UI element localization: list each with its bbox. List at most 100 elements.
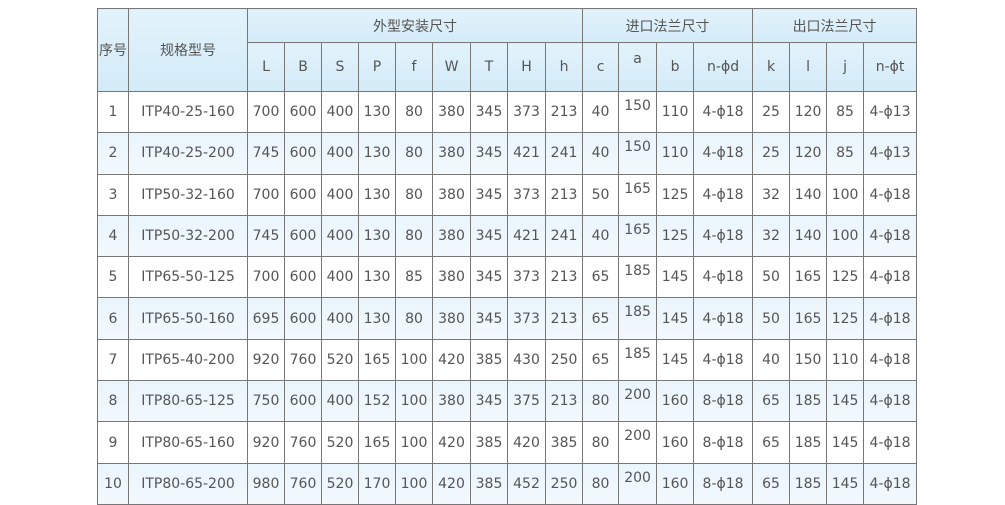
value-cell: 213 (544, 90, 584, 134)
value-cell: 380 (432, 132, 471, 175)
value-cell: 241 (544, 214, 584, 258)
value-cell: 130 (358, 256, 396, 299)
value-cell: 600 (284, 132, 322, 175)
row-index: 9 (97, 421, 129, 464)
value-cell: 120 (789, 132, 828, 175)
table-row: 6 ITP65-50-160 695 600 400 130 80 380 345 373 213 6… (97, 297, 918, 340)
value-cell: 8-ϕ18 (693, 421, 754, 464)
value-cell: 695 (247, 297, 285, 340)
value-cell: 170 (358, 462, 396, 505)
value-cell: 110 (826, 338, 865, 382)
value-cell: 4-ϕ18 (863, 297, 918, 340)
table-row: 7 ITP65-40-200 920 760 520 165 100 420 385 430 250… (97, 338, 918, 382)
value-cell: 760 (284, 421, 322, 464)
model-cell: ITP65-40-200 (128, 338, 248, 382)
value-cell: 4-ϕ18 (693, 214, 754, 258)
value-cell: 345 (470, 214, 508, 258)
value-cell: 4-ϕ13 (863, 132, 918, 175)
row-index: 5 (97, 256, 129, 299)
row-index: 1 (97, 90, 129, 134)
value-cell: 345 (470, 173, 508, 216)
table-row: 10 ITP80-65-200 980 760 520 170 100 420 385 452 25… (97, 462, 918, 505)
value-cell: 400 (321, 132, 359, 175)
column-header: B (284, 42, 322, 92)
value-cell: 385 (470, 421, 508, 464)
value-cell: 100 (395, 421, 433, 464)
value-cell: 345 (470, 380, 508, 423)
value-cell: 165 (618, 214, 658, 258)
value-cell: 8-ϕ18 (693, 462, 754, 505)
row-index: 2 (97, 132, 129, 175)
value-cell: 373 (507, 90, 546, 134)
value-cell: 420 (432, 421, 471, 464)
value-cell: 250 (544, 338, 584, 382)
value-cell: 130 (358, 214, 396, 258)
value-cell: 65 (582, 338, 620, 382)
value-cell: 80 (395, 173, 433, 216)
row-index: 3 (97, 173, 129, 216)
value-cell: 4-ϕ18 (863, 421, 918, 464)
value-cell: 4-ϕ18 (863, 462, 918, 505)
value-cell: 520 (321, 462, 359, 505)
model-cell: ITP50-32-160 (128, 173, 248, 216)
table-row: 8 ITP80-65-125 750 600 400 152 100 380 345 375 213… (97, 380, 918, 423)
value-cell: 452 (507, 462, 546, 505)
value-cell: 200 (618, 421, 658, 464)
value-cell: 380 (432, 214, 471, 258)
column-header: n-ϕt (863, 42, 918, 92)
value-cell: 65 (582, 256, 620, 299)
value-cell: 40 (582, 132, 620, 175)
value-cell: 185 (618, 256, 658, 299)
value-cell: 345 (470, 256, 508, 299)
column-header: h (544, 42, 584, 92)
value-cell: 50 (752, 297, 791, 340)
value-cell: 110 (656, 132, 695, 175)
value-cell: 145 (826, 421, 865, 464)
value-cell: 110 (656, 90, 695, 134)
value-cell: 160 (656, 421, 695, 464)
row-index: 8 (97, 380, 129, 423)
value-cell: 100 (395, 338, 433, 382)
value-cell: 165 (789, 256, 828, 299)
value-cell: 380 (432, 256, 471, 299)
value-cell: 4-ϕ18 (863, 380, 918, 423)
value-cell: 25 (752, 132, 791, 175)
value-cell: 130 (358, 297, 396, 340)
table-row: 4 ITP50-32-200 745 600 400 130 80 380 345 421 241 4… (97, 214, 918, 258)
value-cell: 380 (432, 297, 471, 340)
value-cell: 140 (789, 173, 828, 216)
value-cell: 25 (752, 90, 791, 134)
value-cell: 400 (321, 90, 359, 134)
value-cell: 400 (321, 214, 359, 258)
value-cell: 920 (247, 338, 285, 382)
value-cell: 345 (470, 132, 508, 175)
column-header: k (752, 42, 791, 92)
model-cell: ITP65-50-160 (128, 297, 248, 340)
value-cell: 920 (247, 421, 285, 464)
value-cell: 145 (826, 380, 865, 423)
value-cell: 8-ϕ18 (693, 380, 754, 423)
value-cell: 165 (789, 297, 828, 340)
row-index: 6 (97, 297, 129, 340)
value-cell: 400 (321, 256, 359, 299)
value-cell: 4-ϕ18 (693, 338, 754, 382)
value-cell: 241 (544, 132, 584, 175)
value-cell: 700 (247, 90, 285, 134)
value-cell: 152 (358, 380, 396, 423)
value-cell: 385 (544, 421, 584, 464)
value-cell: 600 (284, 380, 322, 423)
value-cell: 745 (247, 132, 285, 175)
value-cell: 421 (507, 132, 546, 175)
value-cell: 385 (470, 462, 508, 505)
value-cell: 165 (358, 421, 396, 464)
model-cell: ITP80-65-160 (128, 421, 248, 464)
model-cell: ITP65-50-125 (128, 256, 248, 299)
value-cell: 213 (544, 297, 584, 340)
value-cell: 80 (395, 297, 433, 340)
value-cell: 125 (656, 214, 695, 258)
value-cell: 4-ϕ18 (863, 256, 918, 299)
value-cell: 213 (544, 380, 584, 423)
value-cell: 400 (321, 380, 359, 423)
value-cell: 140 (789, 214, 828, 258)
column-header: b (656, 42, 695, 92)
